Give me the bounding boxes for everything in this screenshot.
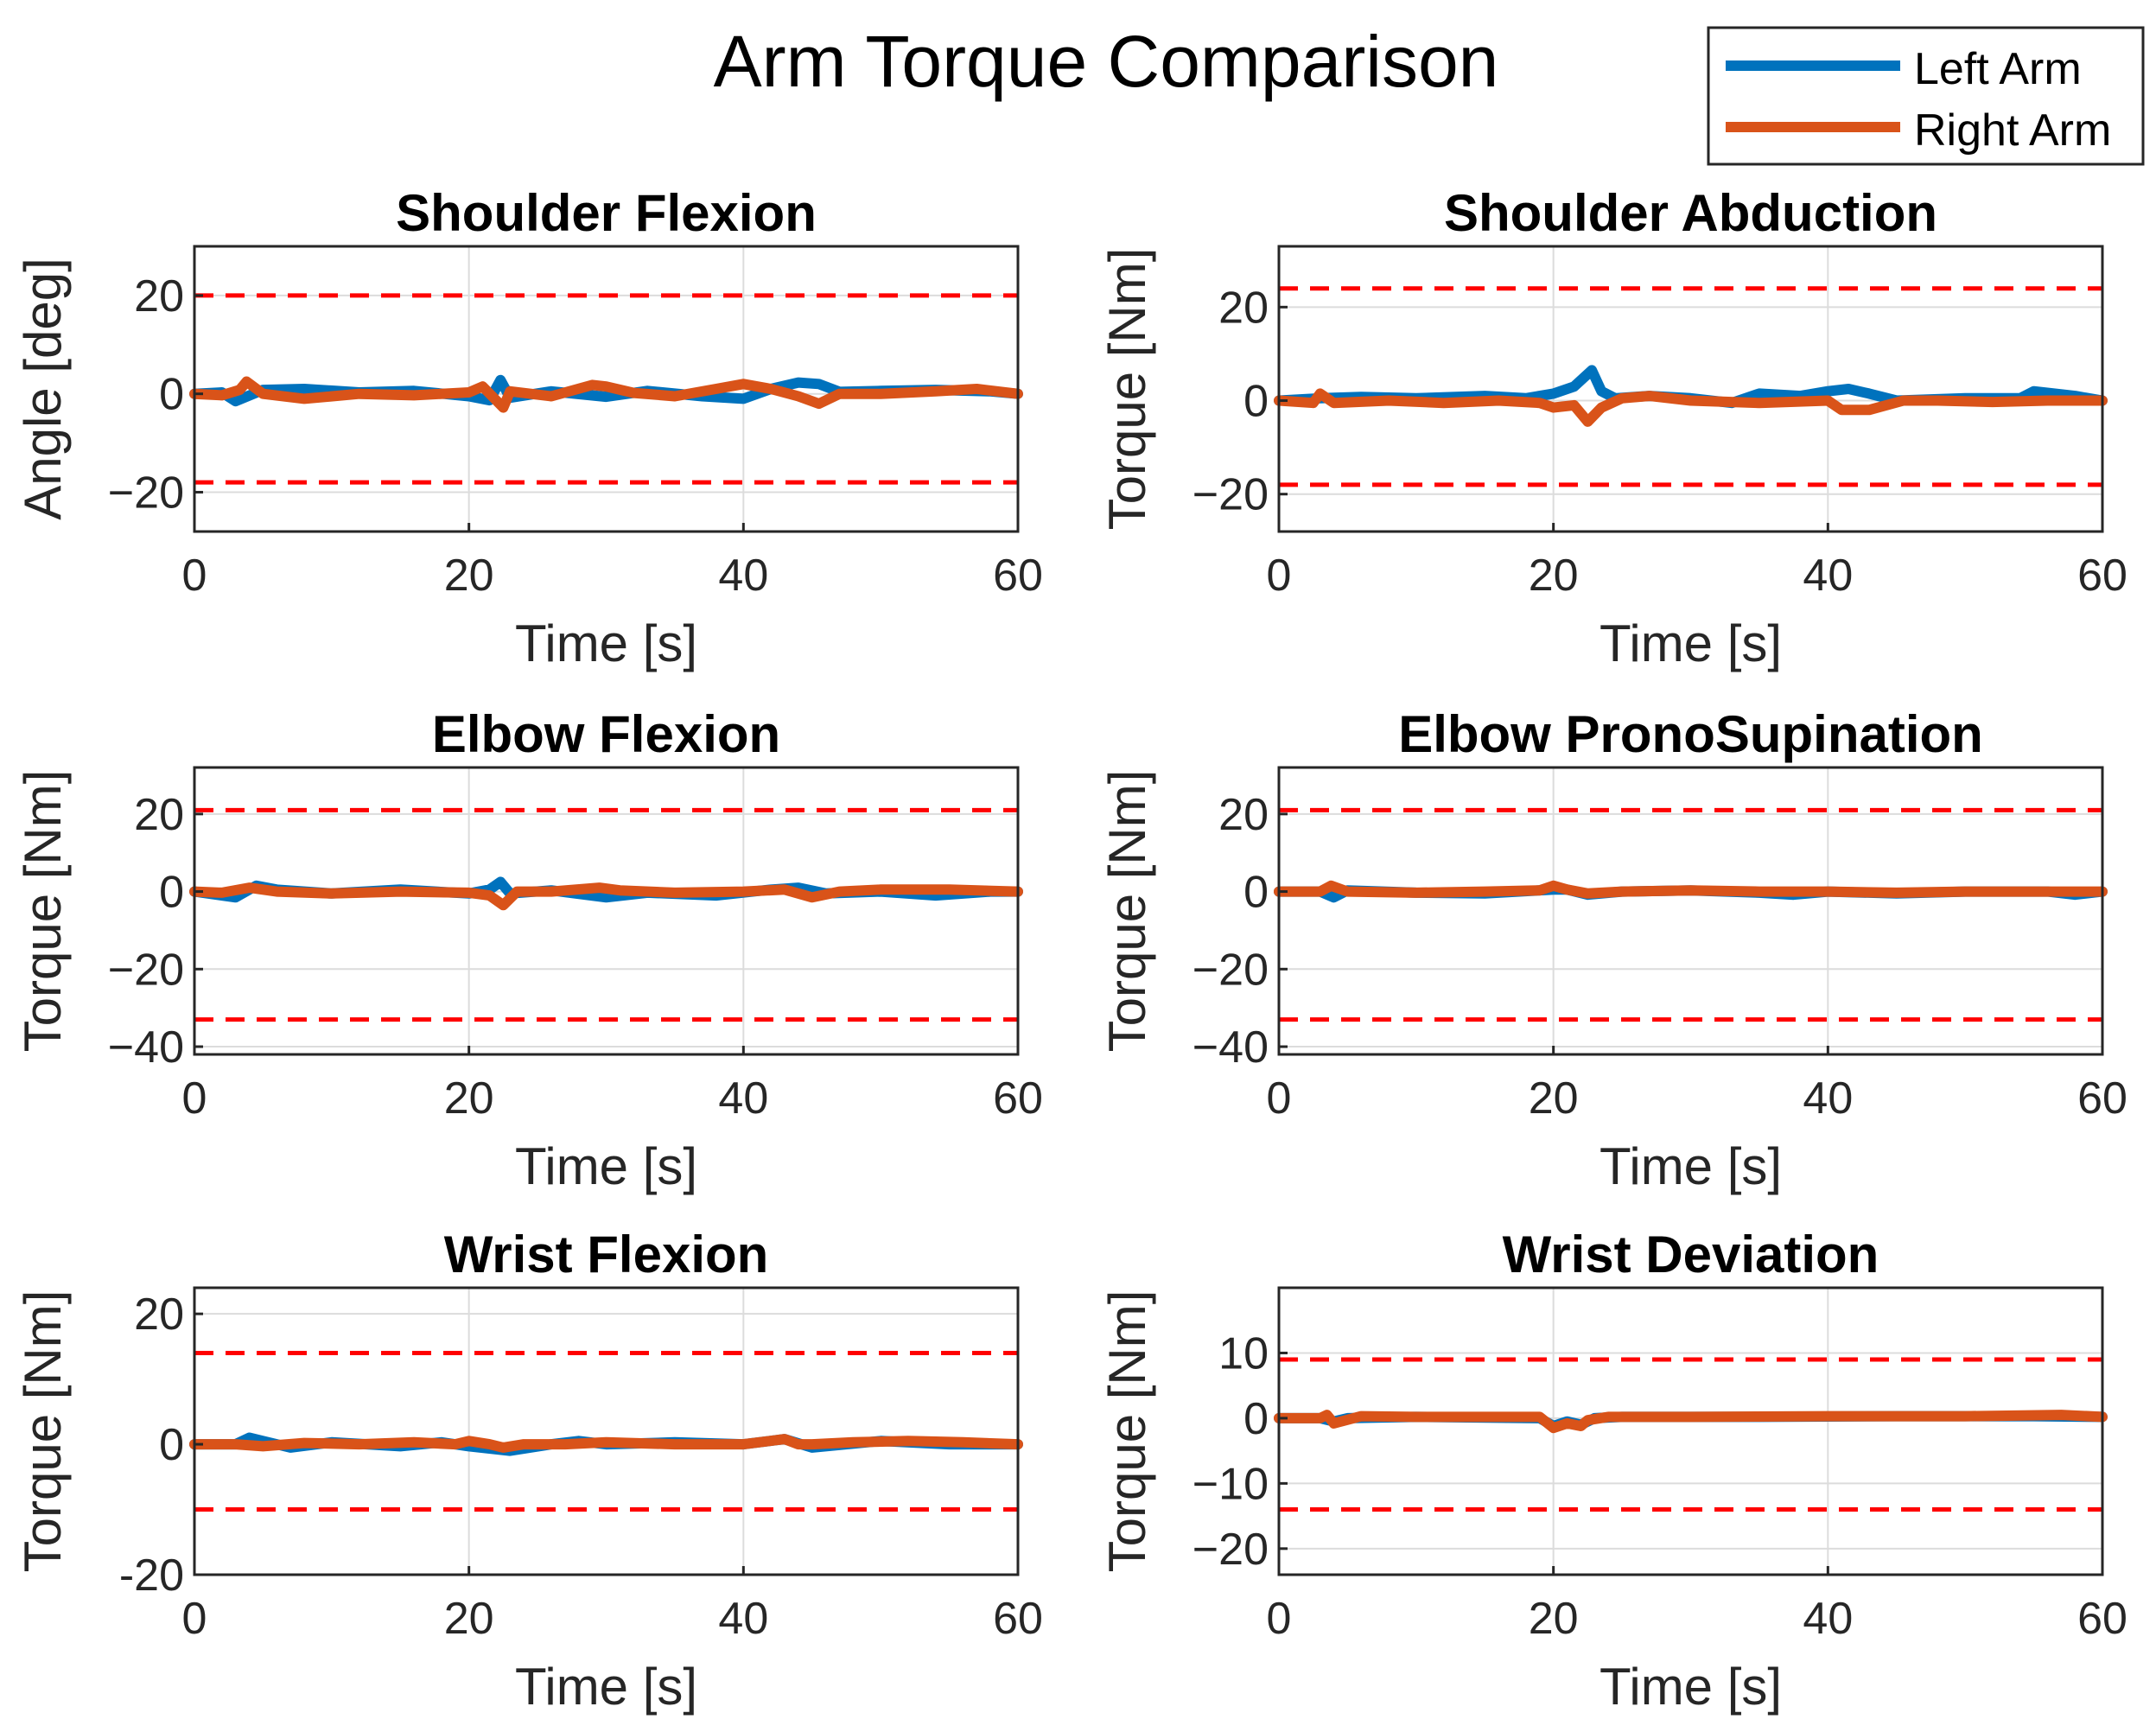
wrist-flexion-xtick-label: 60: [993, 1594, 1043, 1644]
shoulder-flexion-ytick-label: 0: [159, 370, 184, 420]
elbow-flexion-plot-area: [194, 767, 1018, 1054]
panel-shoulder-abduction: 0 20 40 60 −20 0 20 Shoulder Abduction Time [s] T…: [1098, 184, 2127, 672]
figure-title: Arm Torque Comparison: [714, 21, 1499, 102]
shoulder-flexion-xtick-label: 0: [182, 551, 207, 601]
shoulder-abduction-xtick-label: 20: [1529, 551, 1579, 601]
wrist-flexion-xtick-label: 20: [444, 1594, 494, 1644]
elbow-pronosupination-ytick-label: −40: [1192, 1022, 1269, 1073]
elbow-pronosupination-ytick-label: 20: [1218, 790, 1269, 840]
shoulder-flexion-series-right-arm: [189, 376, 1023, 413]
shoulder-flexion-title: Shoulder Flexion: [396, 184, 817, 242]
wrist-flexion-ytick-label: 0: [159, 1420, 184, 1470]
panel-wrist-deviation: 0 20 40 60 −20 −10 0 10 Wrist Deviation Time [s] T…: [1098, 1226, 2127, 1716]
shoulder-flexion-ytick-label: 20: [134, 271, 184, 322]
elbow-flexion-xtick-label: 60: [993, 1073, 1043, 1124]
shoulder-abduction-xtick-label: 0: [1267, 551, 1292, 601]
elbow-pronosupination-xtick-label: 40: [1803, 1073, 1853, 1124]
elbow-pronosupination-ytick-label: −20: [1192, 945, 1269, 995]
shoulder-flexion-xtick-label: 40: [718, 551, 768, 601]
shoulder-abduction-xtick-label: 40: [1803, 551, 1853, 601]
elbow-flexion-xlabel: Time [s]: [515, 1137, 697, 1195]
elbow-pronosupination-axes-frame: [1277, 766, 2104, 1056]
shoulder-flexion-axes-frame: [193, 245, 1020, 533]
wrist-flexion-title: Wrist Flexion: [444, 1226, 769, 1283]
wrist-deviation-plot-area: [1279, 1288, 2102, 1575]
wrist-deviation-xlabel: Time [s]: [1600, 1658, 1782, 1716]
elbow-pronosupination-xtick-label: 0: [1267, 1073, 1292, 1124]
elbow-flexion-ytick-label: 20: [134, 790, 184, 840]
shoulder-flexion-xlabel: Time [s]: [515, 614, 697, 672]
wrist-flexion-xtick-label: 40: [718, 1594, 768, 1644]
elbow-flexion-series-right-arm: [189, 882, 1023, 911]
shoulder-abduction-ytick-label: 0: [1243, 377, 1269, 427]
elbow-pronosupination-series-right-arm: [1274, 880, 2108, 899]
wrist-deviation-xtick-label: 20: [1529, 1594, 1579, 1644]
shoulder-abduction-title: Shoulder Abduction: [1444, 184, 1937, 242]
wrist-flexion-ylabel: Torque [Nm]: [14, 1290, 72, 1573]
shoulder-abduction-series-right-arm: [1274, 388, 2108, 427]
elbow-pronosupination-xtick-label: 20: [1529, 1073, 1579, 1124]
wrist-deviation-ytick-label: 10: [1218, 1328, 1269, 1379]
panel-elbow-pronosupination: 0 20 40 60 −40 −20 0 20 Elbow PronoSupination Tim…: [1098, 705, 2127, 1195]
legend-label-right-arm: Right Arm: [1914, 105, 2111, 156]
elbow-pronosupination-ylabel: Torque [Nm]: [1098, 770, 1156, 1053]
wrist-deviation-xtick-label: 60: [2077, 1594, 2127, 1644]
legend-label-left-arm: Left Arm: [1914, 44, 2082, 94]
wrist-deviation-ytick-label: 0: [1243, 1394, 1269, 1444]
wrist-flexion-plot-area: [194, 1288, 1018, 1575]
panel-shoulder-flexion: 0 20 40 60 −20 0 20 Shoulder Flexion Time [s] Ang…: [14, 184, 1043, 672]
elbow-flexion-axes-frame: [193, 766, 1020, 1056]
panel-elbow-flexion: 0 20 40 60 −40 −20 0 20 Elbow Flexion Time [s] Tor…: [14, 705, 1043, 1195]
shoulder-flexion-xtick-label: 60: [993, 551, 1043, 601]
shoulder-flexion-ytick-label: −20: [108, 468, 184, 518]
subplots: 0 20 40 60 −20 0 20 Shoulder Flexion Time [s] Ang…: [14, 184, 2127, 1716]
elbow-pronosupination-title: Elbow PronoSupination: [1398, 705, 1983, 763]
elbow-pronosupination-xtick-label: 60: [2077, 1073, 2127, 1124]
wrist-deviation-series-right-arm: [1274, 1410, 2108, 1434]
wrist-deviation-ytick-label: −20: [1192, 1525, 1269, 1575]
wrist-flexion-series-right-arm: [189, 1434, 1023, 1453]
legend: Left Arm Right Arm: [1707, 26, 2145, 166]
elbow-flexion-ylabel: Torque [Nm]: [14, 770, 72, 1053]
shoulder-abduction-axes-frame: [1277, 245, 2104, 533]
elbow-pronosupination-plot-area: [1279, 767, 2102, 1054]
elbow-flexion-title: Elbow Flexion: [432, 705, 780, 763]
wrist-deviation-ytick-label: −10: [1192, 1459, 1269, 1509]
wrist-deviation-xtick-label: 40: [1803, 1594, 1853, 1644]
wrist-deviation-title: Wrist Deviation: [1503, 1226, 1879, 1283]
shoulder-flexion-ylabel: Angle [deg]: [14, 258, 72, 520]
shoulder-abduction-ylabel: Torque [Nm]: [1098, 248, 1156, 531]
elbow-flexion-ytick-label: −20: [108, 945, 184, 995]
wrist-deviation-ylabel: Torque [Nm]: [1098, 1290, 1156, 1573]
wrist-flexion-xlabel: Time [s]: [515, 1658, 697, 1716]
elbow-pronosupination-ytick-label: 0: [1243, 868, 1269, 918]
wrist-flexion-ytick-label: 20: [134, 1289, 184, 1340]
elbow-flexion-xtick-label: 40: [718, 1073, 768, 1124]
elbow-pronosupination-xlabel: Time [s]: [1600, 1137, 1782, 1195]
shoulder-abduction-xlabel: Time [s]: [1600, 614, 1782, 672]
shoulder-flexion-xtick-label: 20: [444, 551, 494, 601]
wrist-flexion-xtick-label: 0: [182, 1594, 207, 1644]
wrist-deviation-xtick-label: 0: [1267, 1594, 1292, 1644]
wrist-deviation-axes-frame: [1277, 1286, 2104, 1576]
shoulder-abduction-xtick-label: 60: [2077, 551, 2127, 601]
elbow-flexion-ytick-label: −40: [108, 1022, 184, 1073]
legend-box: [1707, 26, 2145, 166]
elbow-flexion-ytick-label: 0: [159, 868, 184, 918]
elbow-flexion-xtick-label: 0: [182, 1073, 207, 1124]
wrist-flexion-axes-frame: [193, 1286, 1020, 1576]
shoulder-abduction-ytick-label: 20: [1218, 283, 1269, 333]
shoulder-abduction-ytick-label: −20: [1192, 470, 1269, 520]
wrist-flexion-ytick-label: -20: [119, 1551, 184, 1601]
elbow-flexion-xtick-label: 20: [444, 1073, 494, 1124]
